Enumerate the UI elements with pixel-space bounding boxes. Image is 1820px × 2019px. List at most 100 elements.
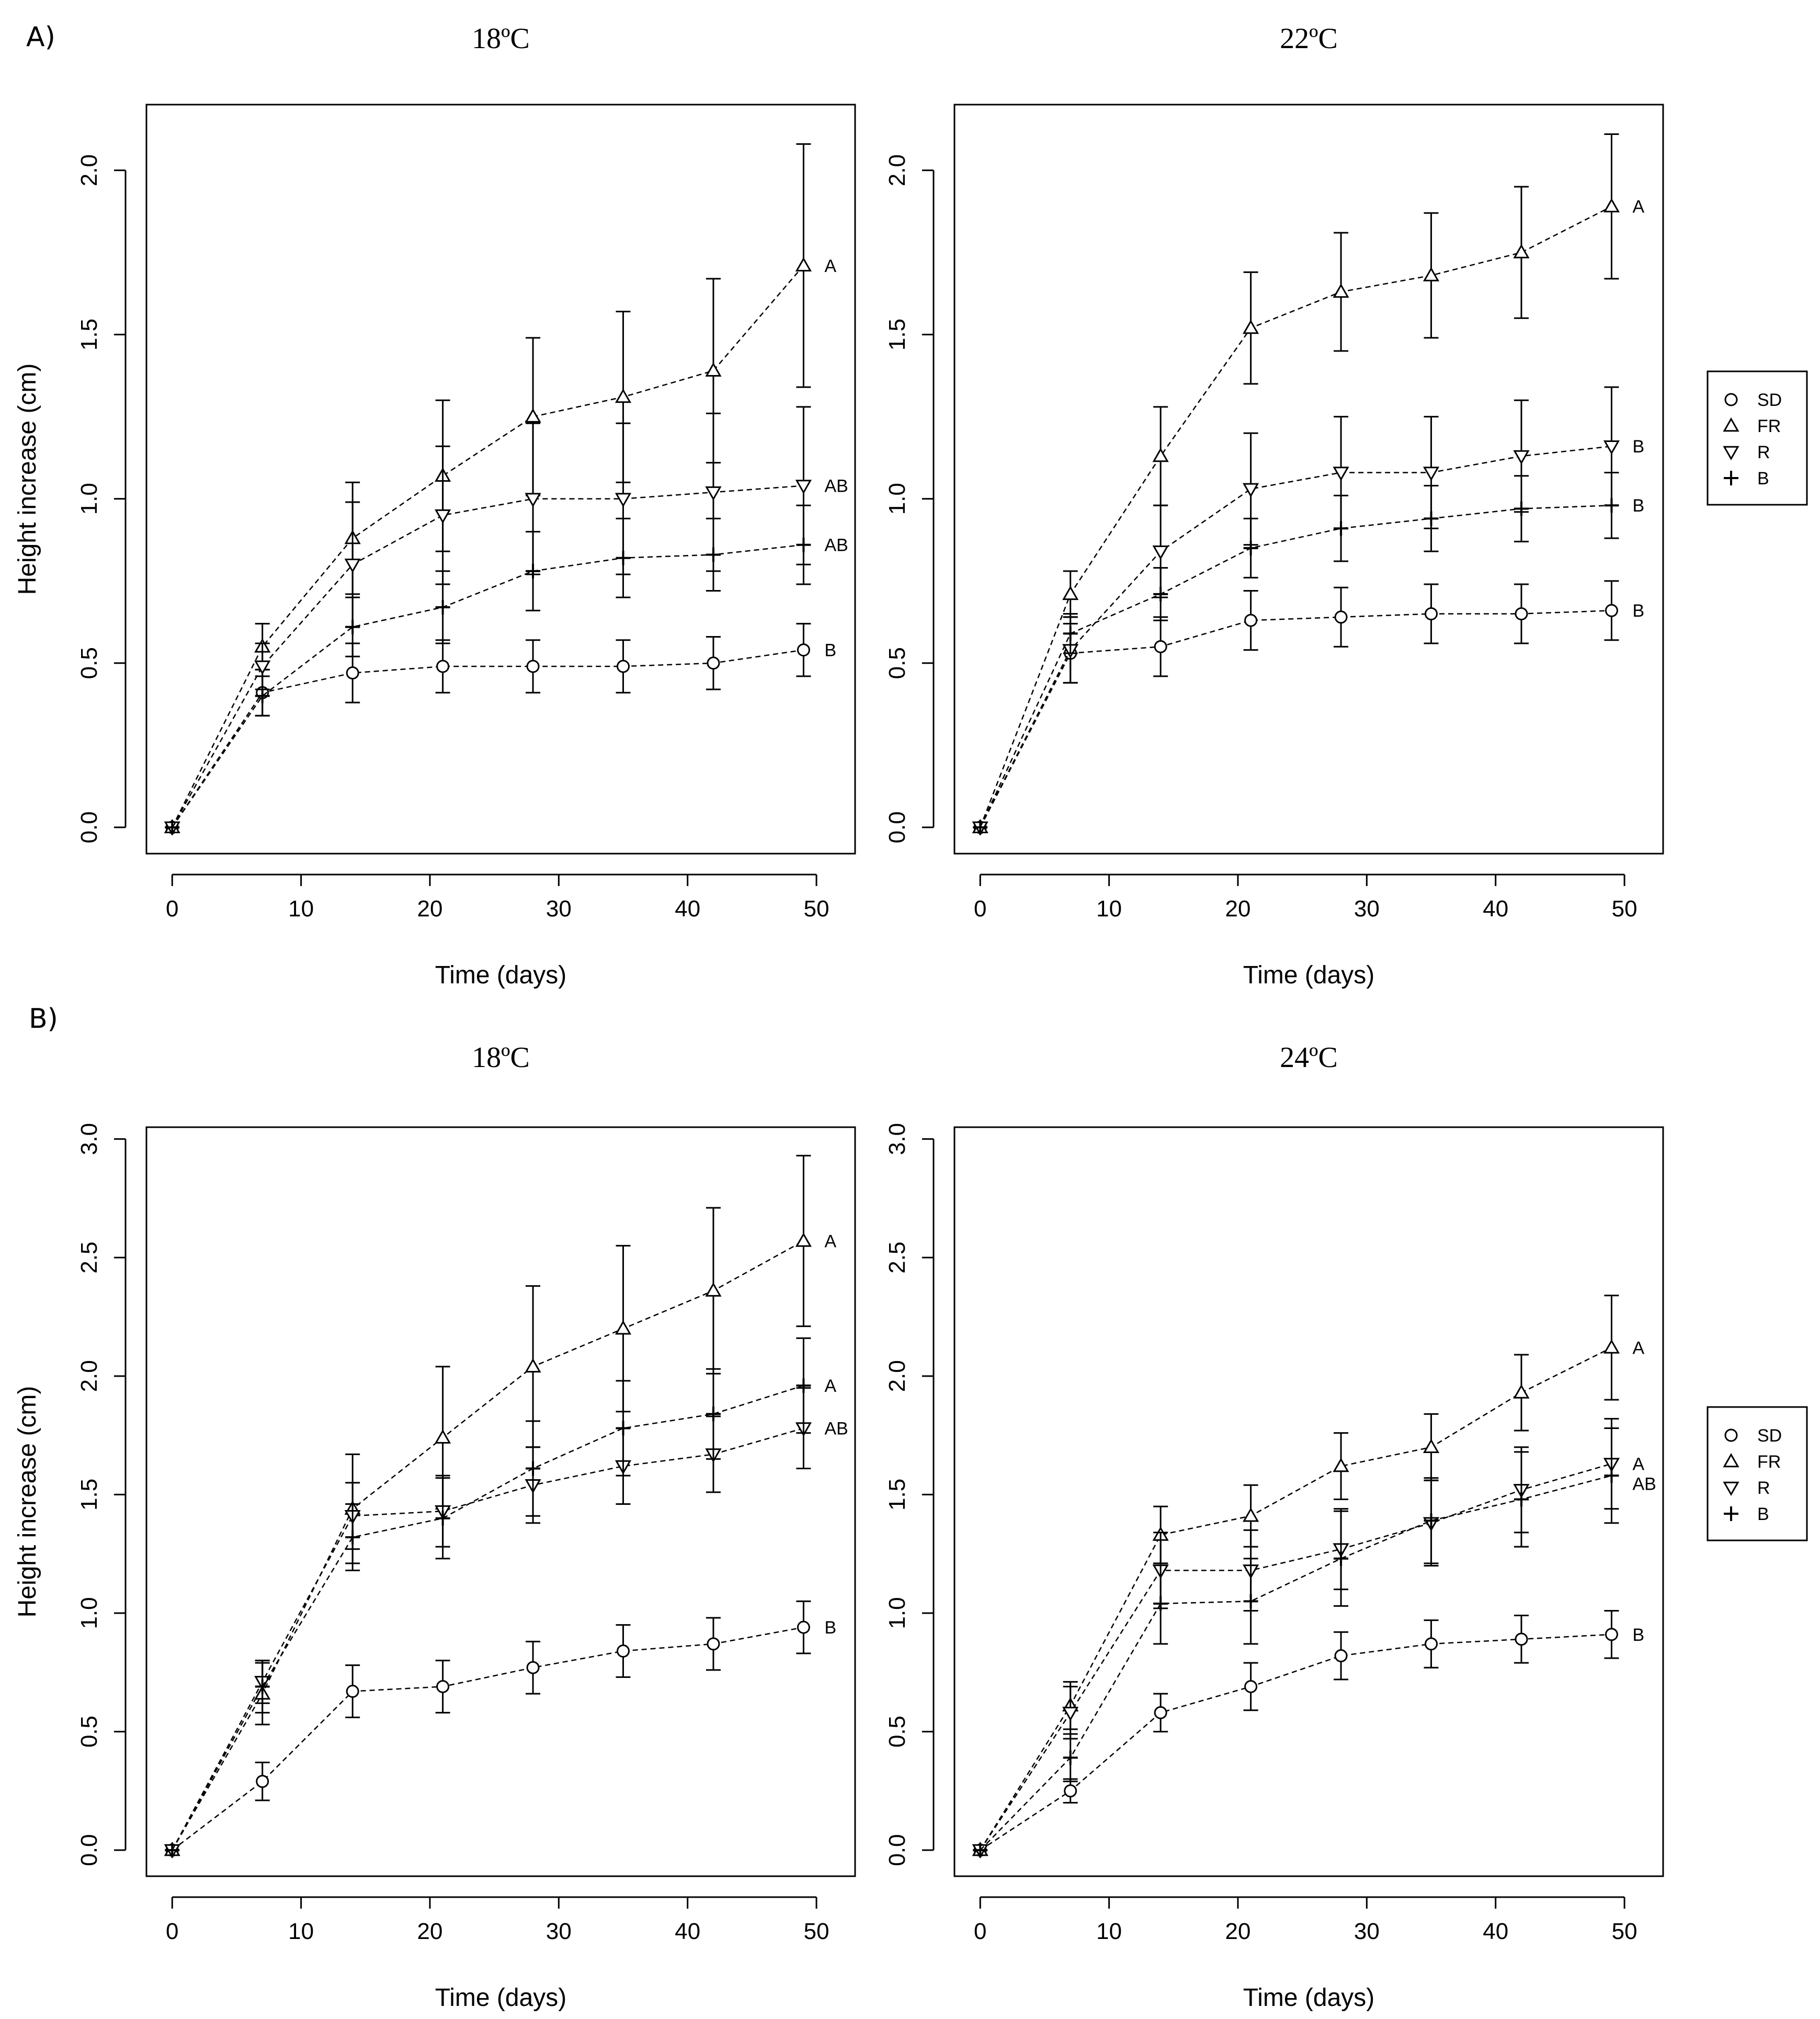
chart-title: 24ºC — [1280, 1041, 1338, 1074]
data-point-r — [1243, 483, 1259, 497]
legend-2: SD FR RB — [1707, 1406, 1808, 1541]
data-point-sd — [1154, 1706, 1167, 1719]
y-tick-label: 2.0 — [884, 154, 910, 186]
significance-letter: A — [824, 1232, 836, 1252]
data-point-sd — [797, 1620, 810, 1634]
data-point-r — [705, 486, 722, 501]
series-line-b — [172, 544, 804, 828]
data-point-b — [165, 820, 180, 835]
legend-marker-b — [1724, 1506, 1738, 1521]
legend-label: B — [1757, 469, 1769, 489]
x-tick-label: 30 — [1354, 1919, 1380, 1944]
x-tick-label: 30 — [1354, 896, 1380, 922]
legend-label: R — [1757, 443, 1770, 462]
data-point-b — [706, 547, 721, 562]
y-tick-label: 1.5 — [76, 319, 102, 350]
x-axis-label: Time (days) — [1243, 961, 1375, 989]
x-tick-label: 10 — [288, 896, 314, 922]
y-tick-label: 0.5 — [76, 1716, 102, 1748]
data-point-b — [1334, 1551, 1349, 1566]
data-point-sd — [1515, 1632, 1528, 1646]
series-b: A — [165, 1337, 836, 1858]
data-point-sd — [797, 643, 810, 657]
legend-marker-sd — [1724, 1428, 1738, 1442]
data-point-b — [796, 1378, 811, 1393]
y-tick-label: 1.5 — [76, 1479, 102, 1511]
data-point-b — [1063, 1750, 1078, 1765]
series-b: AB — [973, 1427, 1656, 1858]
significance-letter: AB — [1632, 1474, 1656, 1494]
data-point-r — [1423, 467, 1440, 481]
chart-title: 18ºC — [472, 1041, 530, 1074]
y-tick-label: 0.5 — [884, 1716, 910, 1748]
x-tick-label: 0 — [166, 896, 178, 922]
series-b: AB — [165, 504, 848, 835]
data-point-b — [255, 688, 270, 704]
data-point-fr — [1062, 585, 1079, 600]
series-fr: A — [164, 143, 836, 834]
data-point-b — [1514, 1492, 1529, 1507]
section-label-b: B) — [29, 1003, 58, 1035]
data-point-b — [1604, 498, 1619, 513]
y-tick-label: 0.0 — [884, 1834, 910, 1866]
x-tick-label: 0 — [974, 1919, 986, 1944]
data-point-b — [616, 550, 631, 565]
x-tick-label: 20 — [417, 1919, 443, 1944]
series-fr: A — [972, 1295, 1644, 1856]
y-tick-label: 2.5 — [884, 1242, 910, 1274]
chart-panel-1: 18ºC 0 10 20 30 40 50 Time (days) 0.0 0.5 1.0 1.5 2.… — [14, 22, 856, 989]
data-point-fr — [435, 1429, 451, 1444]
data-point-sd — [1605, 1628, 1618, 1641]
series-line-b — [980, 1474, 1612, 1851]
series-r: AB — [164, 406, 848, 836]
y-tick-label: 1.0 — [76, 483, 102, 515]
series-r: AB — [164, 1387, 848, 1859]
data-point-b — [1604, 1468, 1619, 1483]
data-point-fr — [1603, 1339, 1620, 1354]
y-tick-label: 1.5 — [884, 319, 910, 350]
data-point-b — [526, 1461, 541, 1476]
legend-label: R — [1757, 1478, 1770, 1498]
series-line-fr — [172, 1240, 804, 1851]
plot-frame — [953, 104, 1664, 855]
legend-marker-b — [1724, 471, 1738, 485]
y-tick-label: 2.0 — [884, 1360, 910, 1392]
data-point-b — [1153, 586, 1168, 602]
data-point-sd — [1154, 640, 1167, 653]
y-tick-label: 1.0 — [76, 1597, 102, 1629]
legend-box — [1707, 370, 1808, 506]
series-line-sd — [980, 1634, 1612, 1851]
series-line-fr — [172, 265, 804, 828]
legend-marker-fr — [1723, 1453, 1739, 1468]
x-tick-label: 40 — [675, 896, 700, 922]
significance-letter: B — [824, 641, 836, 661]
data-point-sd — [436, 660, 450, 673]
x-axis-label: Time (days) — [435, 1984, 567, 2012]
series-line-r — [172, 1427, 804, 1851]
data-point-sd — [256, 1775, 269, 1788]
y-tick-label: 2.0 — [76, 154, 102, 186]
series-line-fr — [980, 1347, 1612, 1851]
data-point-b — [435, 599, 450, 615]
series-line-r — [172, 485, 804, 828]
x-tick-label: 50 — [804, 896, 829, 922]
x-tick-label: 40 — [1483, 1919, 1508, 1944]
data-point-sd — [526, 660, 540, 673]
legend-1: SD FR RB — [1707, 370, 1808, 506]
data-point-b — [796, 537, 811, 552]
data-point-sd — [1425, 607, 1438, 621]
y-tick-label: 3.0 — [884, 1123, 910, 1155]
data-point-fr — [1423, 267, 1440, 281]
data-point-sd — [1605, 604, 1618, 617]
x-tick-label: 40 — [675, 1919, 700, 1944]
series-line-r — [980, 445, 1612, 828]
data-point-b — [255, 1679, 270, 1694]
chart-panel-3: 18ºC 0 10 20 30 40 50 Time (days) 0.0 0.5 1.0 1.5 2.… — [14, 1041, 856, 2012]
series-sd: B — [165, 1600, 836, 1857]
data-point-fr — [1333, 1458, 1349, 1472]
data-point-sd — [1425, 1637, 1438, 1651]
legend-marker-fr — [1723, 417, 1739, 432]
plot-frame — [953, 1126, 1664, 1877]
significance-letter: B — [824, 1618, 836, 1638]
data-point-b — [1514, 501, 1529, 516]
